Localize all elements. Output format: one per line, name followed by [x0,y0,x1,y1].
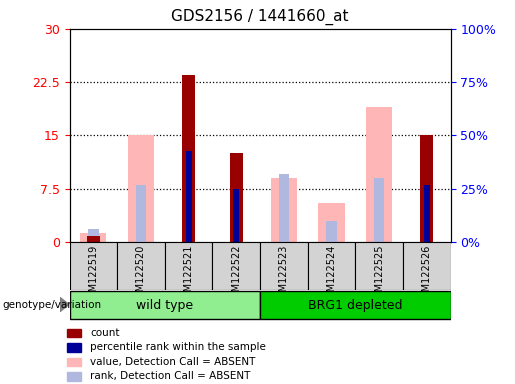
FancyBboxPatch shape [70,242,117,290]
Bar [374,178,384,242]
Text: GSM122523: GSM122523 [279,244,289,304]
Bar [230,153,243,242]
FancyBboxPatch shape [70,291,260,319]
Text: GSM122521: GSM122521 [184,244,194,304]
Bar [87,236,100,242]
Bar [318,203,345,242]
Bar [128,136,154,242]
Bar [271,178,297,242]
FancyBboxPatch shape [403,242,451,290]
Bar [366,107,392,242]
Bar [136,185,146,242]
Text: GSM122525: GSM122525 [374,244,384,304]
FancyBboxPatch shape [307,242,355,290]
Text: wild type: wild type [136,299,193,312]
Text: count: count [90,328,119,338]
FancyBboxPatch shape [117,242,165,290]
Text: GSM122526: GSM122526 [422,244,432,304]
Bar [233,189,239,242]
Text: GSM122524: GSM122524 [327,244,336,304]
Bar [279,174,289,242]
FancyBboxPatch shape [355,242,403,290]
Polygon shape [60,297,69,312]
Text: GSM122520: GSM122520 [136,244,146,304]
Text: BRG1 depleted: BRG1 depleted [308,299,403,312]
Bar [327,220,337,242]
FancyBboxPatch shape [260,242,307,290]
Text: value, Detection Call = ABSENT: value, Detection Call = ABSENT [90,357,255,367]
Bar [420,136,434,242]
Text: genotype/variation: genotype/variation [3,300,101,310]
Text: GSM122522: GSM122522 [231,244,241,304]
FancyBboxPatch shape [165,242,212,290]
FancyBboxPatch shape [260,291,451,319]
Bar [185,151,192,242]
Text: rank, Detection Call = ABSENT: rank, Detection Call = ABSENT [90,371,250,381]
FancyBboxPatch shape [212,242,260,290]
Bar [88,229,98,242]
Bar [424,185,430,242]
Text: GSM122519: GSM122519 [89,244,98,304]
Bar [182,75,195,242]
Title: GDS2156 / 1441660_at: GDS2156 / 1441660_at [171,8,349,25]
Bar [80,233,107,242]
Text: percentile rank within the sample: percentile rank within the sample [90,342,266,352]
